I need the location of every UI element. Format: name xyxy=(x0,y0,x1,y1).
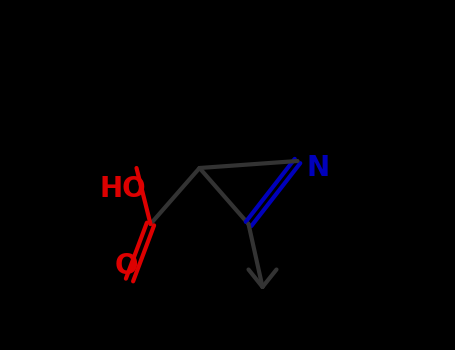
Text: O: O xyxy=(114,252,138,280)
Text: HO: HO xyxy=(99,175,146,203)
Text: N: N xyxy=(307,154,330,182)
